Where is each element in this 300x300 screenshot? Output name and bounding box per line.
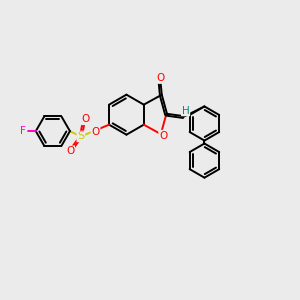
- Text: O: O: [66, 146, 74, 156]
- Text: O: O: [156, 73, 165, 83]
- Text: O: O: [159, 130, 167, 141]
- Text: H: H: [182, 106, 190, 116]
- Text: O: O: [92, 127, 100, 137]
- Text: O: O: [81, 114, 90, 124]
- Text: S: S: [77, 131, 84, 142]
- Text: F: F: [20, 126, 26, 136]
